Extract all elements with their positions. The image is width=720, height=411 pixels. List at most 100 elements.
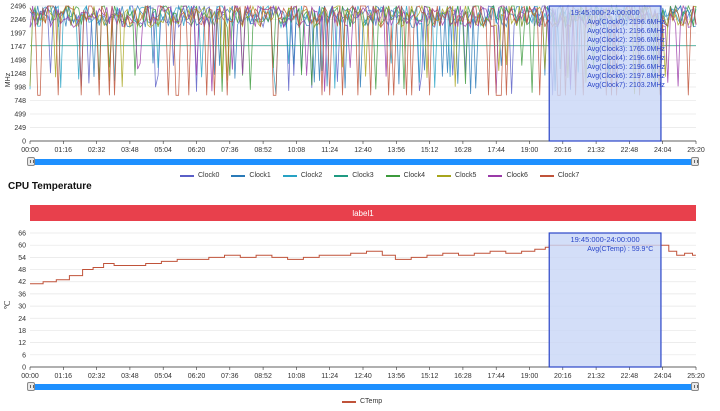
selection-average-label: Avg(Clock0): 2196.6MHz bbox=[587, 19, 665, 26]
legend-label: Clock0 bbox=[198, 172, 220, 179]
y-tick-label: 0 bbox=[22, 139, 26, 146]
y-tick-label: 1997 bbox=[10, 30, 26, 37]
legend-label: Clock2 bbox=[300, 172, 323, 179]
x-tick-label: 07:36 bbox=[221, 147, 239, 154]
x-tick-label: 22:48 bbox=[621, 373, 639, 380]
x-tick-label: 11:24 bbox=[321, 373, 338, 380]
y-tick-label: 0 bbox=[22, 365, 26, 372]
selection-average-label: Avg(CTemp) : 59.9°C bbox=[587, 245, 653, 253]
legend-item-clock7[interactable]: Clock7 bbox=[539, 172, 579, 179]
legend-swatch bbox=[282, 174, 297, 177]
y-tick-label: 1747 bbox=[10, 44, 26, 51]
x-tick-label: 15:12 bbox=[421, 147, 439, 154]
y-tick-label: 48 bbox=[18, 267, 26, 274]
legend-swatch bbox=[385, 174, 400, 177]
y-tick-label: 249 bbox=[14, 125, 26, 132]
chart1-slider-right-handle[interactable] bbox=[691, 157, 699, 166]
legend-swatch bbox=[231, 174, 246, 177]
legend-item-ctemp[interactable]: CTemp bbox=[342, 398, 382, 405]
x-tick-label: 02:32 bbox=[88, 373, 106, 380]
legend-swatch bbox=[437, 174, 452, 177]
selection-average-label: Avg(Clock6): 2197.8MHz bbox=[587, 73, 665, 80]
x-tick-label: 15:12 bbox=[421, 373, 439, 380]
legend-item-clock1[interactable]: Clock1 bbox=[231, 172, 271, 179]
legend-swatch bbox=[539, 174, 554, 177]
chart1-slider-track[interactable] bbox=[30, 159, 696, 165]
selection-average-label: Avg(Clock5): 2196.6MHz bbox=[587, 64, 665, 71]
y-tick-label: 42 bbox=[18, 279, 26, 286]
legend-item-clock3[interactable]: Clock3 bbox=[334, 172, 374, 179]
x-tick-label: 11:24 bbox=[321, 147, 338, 154]
y-tick-label: 6 bbox=[22, 352, 26, 359]
x-tick-label: 25:20 bbox=[687, 373, 705, 380]
selection-rect bbox=[548, 5, 662, 142]
chart1-legend: Clock0 Clock1 Clock2 Clock3 Clock4 Clock5 Cloc… bbox=[180, 172, 579, 179]
x-tick-label: 02:32 bbox=[88, 147, 106, 154]
x-tick-label: 06:20 bbox=[188, 373, 206, 380]
legend-label: CTemp bbox=[360, 398, 383, 405]
y-tick-label: 36 bbox=[18, 291, 26, 298]
x-tick-label: 16:28 bbox=[454, 373, 472, 380]
legend-swatch bbox=[334, 174, 349, 177]
x-tick-label: 24:04 bbox=[654, 147, 672, 154]
legend-label: Clock4 bbox=[403, 172, 426, 179]
selection-rect bbox=[548, 232, 662, 368]
chart2-ylabel: ℃ bbox=[3, 300, 12, 309]
x-tick-label: 07:36 bbox=[221, 373, 239, 380]
chart2-slider-right-handle[interactable] bbox=[691, 382, 699, 391]
x-tick-label: 03:48 bbox=[121, 147, 139, 154]
x-tick-label: 13:56 bbox=[388, 373, 406, 380]
y-tick-label: 12 bbox=[18, 340, 26, 347]
legend-item-clock6[interactable]: Clock6 bbox=[488, 172, 528, 179]
chart1-ylabel: MHz bbox=[5, 72, 12, 87]
y-tick-label: 24 bbox=[18, 316, 26, 323]
x-tick-label: 25:20 bbox=[687, 147, 705, 154]
legend-item-clock2[interactable]: Clock2 bbox=[282, 172, 323, 179]
cpu-temperature-chart[interactable]: ℃ 0 6 12 18 24 30 36 42 48 54 60 66 00:00 01:16 02:32… bbox=[0, 225, 720, 381]
x-tick-label: 21:32 bbox=[587, 147, 605, 154]
y-tick-label: 748 bbox=[14, 98, 26, 105]
legend-label: Clock3 bbox=[352, 172, 374, 179]
legend-swatch bbox=[488, 174, 503, 177]
x-tick-label: 06:20 bbox=[188, 147, 206, 154]
selection-average-label: Avg(Clock4): 2196.6MHz bbox=[587, 55, 665, 62]
x-tick-label: 12:40 bbox=[354, 147, 372, 154]
x-tick-label: 13:56 bbox=[388, 147, 406, 154]
label1-bar: label1 bbox=[30, 205, 696, 221]
y-tick-label: 54 bbox=[18, 255, 26, 262]
x-tick-label: 21:32 bbox=[587, 373, 605, 380]
chart1-slider-left-handle[interactable] bbox=[27, 157, 35, 166]
x-tick-label: 17:44 bbox=[487, 373, 505, 380]
chart2-x-ticks: 00:00 01:16 02:32 03:48 05:04 06:20 07:36 08:52… bbox=[21, 367, 705, 380]
chart2-time-slider[interactable] bbox=[27, 382, 699, 391]
x-tick-label: 03:48 bbox=[121, 373, 139, 380]
x-tick-label: 08:52 bbox=[254, 147, 272, 154]
x-tick-label: 05:04 bbox=[154, 147, 172, 154]
selection-range-label: 19:45:000-24:00:000 bbox=[570, 8, 639, 17]
label1-text: label1 bbox=[352, 208, 374, 218]
chart2-y-ticks: 0 6 12 18 24 30 36 42 48 54 60 66 bbox=[18, 231, 26, 372]
legend-item-clock4[interactable]: Clock4 bbox=[385, 172, 426, 179]
chart1-x-ticks: 00:00 01:16 02:32 03:48 05:04 06:20 07:36 08:52… bbox=[21, 141, 705, 154]
y-tick-label: 499 bbox=[14, 112, 26, 119]
x-tick-label: 05:04 bbox=[154, 373, 172, 380]
cpu-clock-chart[interactable]: MHz 0 249 499 748 998 1248 1498 1747 1997 2246 249… bbox=[0, 0, 720, 155]
y-tick-label: 1248 bbox=[10, 71, 26, 78]
y-tick-label: 30 bbox=[18, 304, 26, 311]
x-tick-label: 10:08 bbox=[288, 373, 306, 380]
chart1-selection-box[interactable]: 19:45:000-24:00:000 Avg(Clock0): 2196.6MH… bbox=[548, 5, 665, 142]
legend-item-clock5[interactable]: Clock5 bbox=[437, 172, 476, 179]
x-tick-label: 01:16 bbox=[55, 373, 73, 380]
chart1-time-slider[interactable] bbox=[27, 157, 699, 166]
x-tick-label: 20:16 bbox=[554, 373, 572, 380]
legend-item-clock0[interactable]: Clock0 bbox=[180, 172, 219, 179]
chart2-slider-track[interactable] bbox=[30, 384, 696, 390]
x-tick-label: 00:00 bbox=[21, 373, 39, 380]
x-tick-label: 24:04 bbox=[654, 373, 672, 380]
chart2-slider-left-handle[interactable] bbox=[27, 382, 35, 391]
x-tick-label: 17:44 bbox=[487, 147, 505, 154]
y-tick-label: 18 bbox=[18, 328, 26, 335]
y-tick-label: 2496 bbox=[10, 4, 26, 11]
x-tick-label: 12:40 bbox=[354, 373, 372, 380]
